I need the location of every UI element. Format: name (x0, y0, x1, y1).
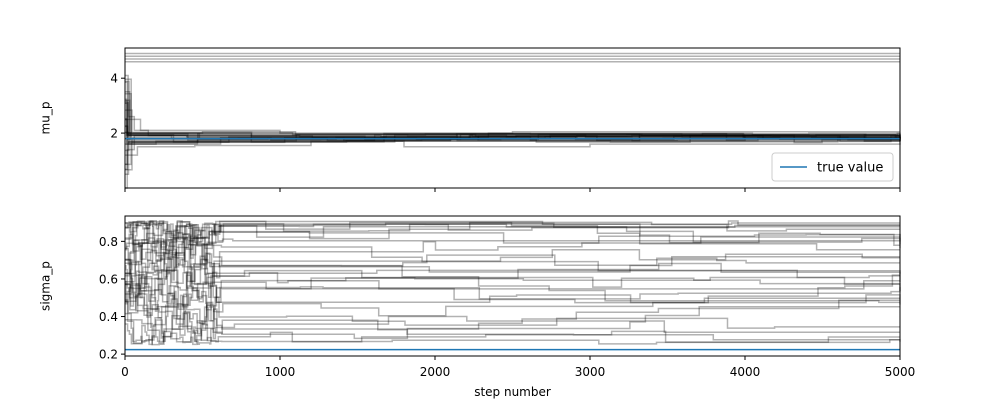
sigma-p-walker-trace (125, 238, 901, 322)
sigma-p-walker-trace (125, 221, 901, 290)
sigma-p-ytick-label: 0.4 (99, 310, 118, 324)
mu-p-walker-trace (125, 132, 901, 143)
mu-p-walker-trace (125, 102, 901, 139)
sigma-p-xtick-label: 0 (121, 365, 129, 379)
mu-p-walker-trace (125, 118, 900, 134)
mu-p-ytick-label: 2 (110, 127, 118, 141)
mu-p-ticks: 24 (110, 72, 901, 192)
sigma-p-xtick-label: 3000 (575, 365, 606, 379)
mu-p-walker-trace (125, 109, 900, 143)
sigma-p-walker-trace (125, 258, 900, 343)
sigma-p-xtick-label: 4000 (730, 365, 761, 379)
sigma-p-xtick-label: 5000 (885, 365, 916, 379)
mu-p-plot-area (125, 48, 900, 188)
sigma-p-walker-trace (125, 248, 900, 312)
sigma-p-ytick-label: 0.2 (99, 348, 118, 362)
sigma-p-walker-trace (125, 223, 901, 274)
sigma-p-plot-area (125, 216, 900, 356)
sigma-p-walker-trace (125, 225, 900, 275)
sigma-p-walker-trace (125, 226, 900, 286)
mu-p-walker-trace (125, 125, 901, 141)
sigma-p-ytick-label: 0.6 (99, 272, 118, 286)
sigma-p-walker-trace (125, 224, 901, 295)
sigma-p-axes-frame (124, 215, 901, 357)
sigma-p-walker-trace (125, 220, 900, 252)
mu-p-walkers (125, 52, 901, 189)
legend: true value (771, 152, 894, 182)
mu-p-walker-trace (125, 99, 900, 136)
sigma-p-ytick-label: 0.8 (99, 235, 118, 249)
mu-p-walker-trace (125, 136, 900, 152)
sigma-p-walker-trace (125, 221, 900, 286)
sigma-p-walker-trace (125, 232, 900, 329)
x-axis-label: step number (474, 385, 551, 399)
sigma-p-walker-trace (125, 222, 900, 303)
sigma-p-xtick-label: 1000 (265, 365, 296, 379)
sigma-p-walkers (125, 220, 901, 346)
sigma-p-walker-trace (125, 220, 900, 272)
mu-p-walker-trace (125, 100, 900, 142)
sigma-p-walker-trace (125, 220, 900, 252)
sigma-p-panel: 0.2 0.4 0.6 0.8 0 1000 2000 3000 4000 5000 sigma_… (39, 215, 915, 399)
mu-p-walker-trace (125, 132, 901, 171)
sigma-p-ylabel: sigma_p (39, 261, 53, 311)
sigma-p-walker-trace (125, 254, 900, 339)
sigma-p-walker-trace (125, 220, 900, 304)
sigma-p-walker-trace (125, 233, 901, 295)
legend-true-value-label: true value (817, 161, 883, 176)
sigma-p-walker-trace (125, 283, 900, 343)
sigma-p-xtick-label: 2000 (420, 365, 451, 379)
sigma-p-walker-trace (125, 221, 900, 299)
sigma-p-walker-trace (125, 269, 901, 311)
mu-p-walker-trace (125, 125, 900, 143)
mu-p-ylabel: mu_p (39, 102, 53, 135)
mu-p-walker-trace (125, 135, 900, 166)
sigma-p-walker-trace (125, 272, 900, 325)
mu-p-walker-trace (125, 118, 901, 144)
sigma-p-walker-trace (125, 221, 900, 304)
sigma-p-walker-trace (125, 280, 901, 344)
sigma-p-walker-trace (125, 220, 900, 274)
mu-p-walker-trace (125, 74, 900, 138)
sigma-p-walker-trace (125, 313, 900, 346)
mu-p-walker-trace (125, 140, 901, 156)
sigma-p-walker-trace (125, 275, 900, 343)
mu-p-panel: 24 mu_p true value (39, 47, 901, 192)
sigma-p-walker-trace (125, 272, 900, 330)
sigma-p-walker-trace (125, 220, 900, 304)
mu-p-ytick-label: 4 (110, 72, 118, 86)
legend-box (771, 152, 894, 182)
mu-p-walker-trace (125, 102, 900, 143)
mu-p-axes-frame (124, 47, 901, 189)
sigma-p-walker-trace (125, 292, 900, 346)
mu-p-walker-trace (125, 140, 901, 148)
mu-p-walker-trace (125, 91, 901, 141)
sigma-p-walker-trace (125, 222, 901, 268)
sigma-p-ticks: 0.2 0.4 0.6 0.8 0 1000 2000 3000 4000 5000 (99, 235, 915, 379)
sigma-p-walker-trace (125, 220, 900, 248)
mu-p-walker-trace (125, 81, 901, 143)
mu-p-walker-trace (125, 118, 900, 138)
sigma-p-walker-trace (125, 281, 901, 345)
